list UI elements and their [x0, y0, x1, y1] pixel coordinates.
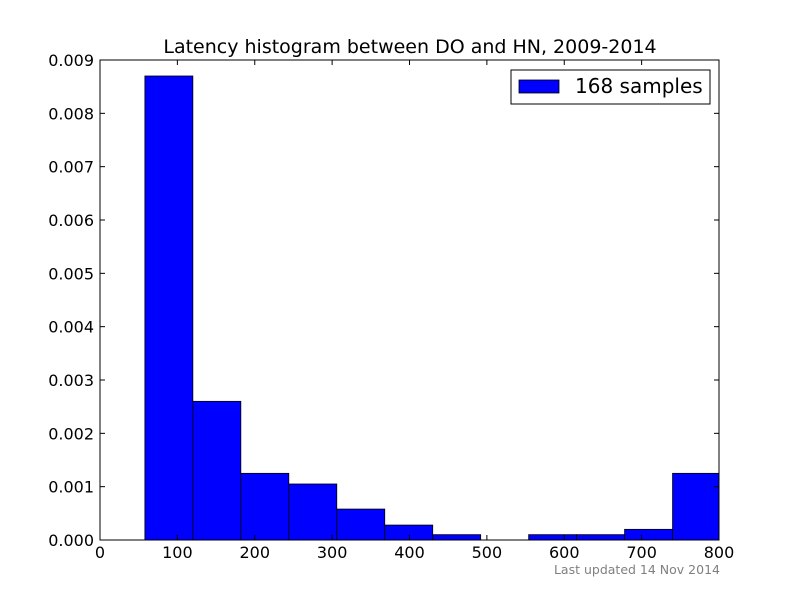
histogram-bar-11	[672, 472, 720, 541]
y-tick-label: 0.005	[48, 264, 94, 283]
x-tick-label: 400	[394, 543, 425, 562]
x-tick-label: 200	[239, 543, 270, 562]
y-tick-label: 0.009	[48, 51, 94, 70]
histogram-bar-4	[336, 508, 386, 541]
bars-group	[144, 75, 720, 541]
x-tick-label: 500	[472, 543, 503, 562]
histogram-bar-10	[624, 528, 673, 541]
x-tick-label: 0	[95, 543, 105, 562]
ticks-group: 0 100 200 300 400 500 600 700 800 0.000 0.001 0.002…	[48, 51, 734, 562]
x-tick-label: 800	[704, 543, 735, 562]
chart-title: Latency histogram between DO and HN, 200…	[163, 36, 656, 58]
histogram-bar-5	[384, 524, 434, 541]
y-tick-label: 0.007	[48, 158, 94, 177]
x-tick-label: 100	[162, 543, 193, 562]
histogram-bar-8	[528, 534, 578, 541]
legend: 168 samples	[510, 69, 711, 105]
y-tick-label: 0.008	[48, 104, 94, 123]
y-tick-label: 0.006	[48, 211, 94, 230]
histogram-bar-0	[144, 75, 194, 541]
plot-frame	[99, 59, 720, 541]
y-tick-label: 0.003	[48, 371, 94, 390]
x-tick-label: 300	[317, 543, 348, 562]
histogram-bar-9	[576, 534, 626, 541]
histogram-bar-3	[288, 483, 338, 541]
legend-label: 168 samples	[575, 74, 703, 98]
histogram-bar-6	[432, 534, 482, 541]
histogram-bar-2	[240, 472, 290, 541]
histogram-bar-1	[192, 400, 242, 541]
footer-note: Last updated 14 Nov 2014	[554, 562, 720, 577]
y-tick-label: 0.004	[48, 318, 94, 337]
x-tick-label: 600	[549, 543, 580, 562]
y-tick-label: 0.001	[48, 478, 94, 497]
y-tick-label: 0.002	[48, 424, 94, 443]
x-tick-label: 700	[626, 543, 657, 562]
y-tick-label: 0.000	[48, 531, 94, 550]
legend-swatch	[518, 79, 560, 94]
